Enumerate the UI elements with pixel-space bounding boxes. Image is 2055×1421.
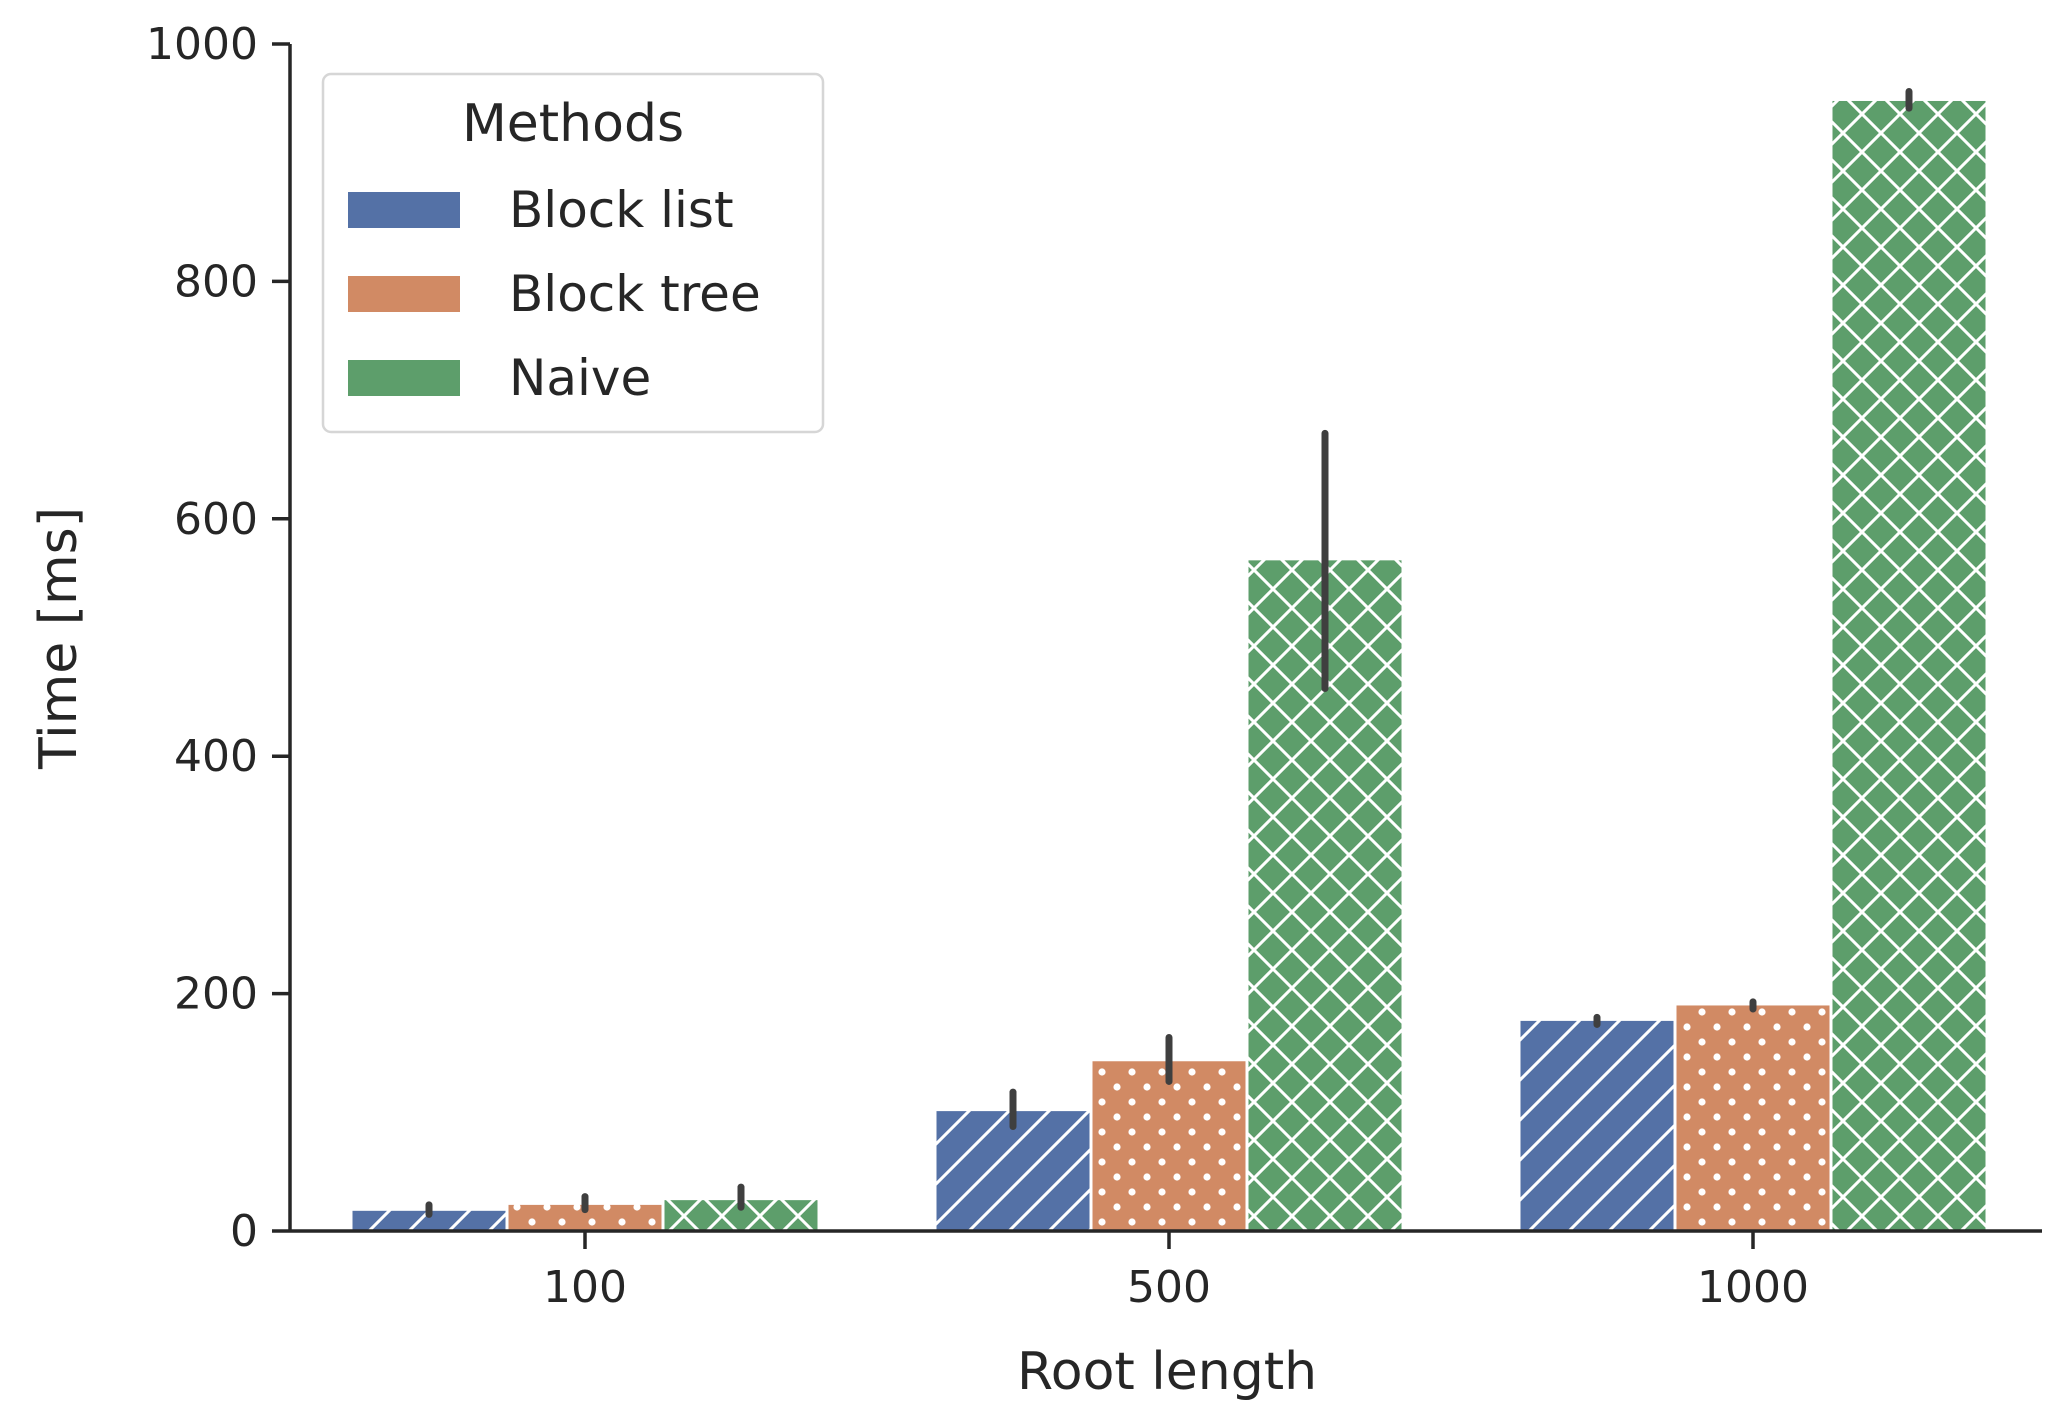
legend-label-block-list: Block list: [509, 181, 734, 239]
y-axis-title: Time [ms]: [29, 507, 89, 770]
y-tick-label: 200: [174, 969, 258, 1020]
x-tick-label: 1000: [1697, 1262, 1809, 1313]
bar-block-tree-500: [1092, 1061, 1246, 1231]
bars: [352, 100, 1986, 1231]
y-tick-label: 600: [174, 494, 258, 545]
legend: Methods Block list Block tree Naive: [321, 72, 825, 434]
x-tick-label: 100: [543, 1262, 627, 1313]
legend-label-block-tree: Block tree: [509, 265, 761, 323]
y-tick-label: 400: [174, 731, 258, 782]
legend-label-naive: Naive: [509, 349, 651, 407]
x-tick-label: 500: [1127, 1262, 1211, 1313]
bar-block-list-100: [352, 1210, 506, 1231]
legend-title: Methods: [462, 94, 684, 154]
legend-items: Block list Block tree Naive: [348, 181, 761, 407]
x-ticks: 100 500 1000: [543, 1231, 1809, 1313]
axes: [288, 44, 2042, 1233]
legend-frame: [321, 72, 825, 434]
legend-swatch-block-list: [348, 192, 460, 228]
x-axis-title: Root length: [1017, 1342, 1317, 1402]
legend-swatch-naive: [348, 360, 460, 396]
y-tick-label: 1000: [146, 19, 258, 70]
y-tick-label: 0: [230, 1206, 258, 1257]
y-tick-label: 800: [174, 256, 258, 307]
legend-swatch-block-tree: [348, 276, 460, 312]
bar-naive-1000: [1832, 100, 1986, 1231]
bar-block-tree-1000: [1676, 1005, 1830, 1231]
y-ticks: 0 200 400 600 800 1000: [146, 19, 290, 1257]
bar-block-list-500: [936, 1111, 1090, 1231]
bar-block-list-1000: [1520, 1020, 1674, 1231]
error-bars: [425, 87, 1913, 1218]
